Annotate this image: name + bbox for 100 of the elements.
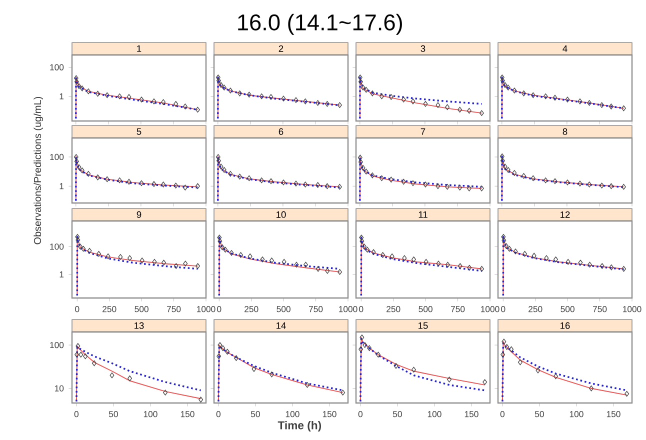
chart-title: 10 bbox=[276, 211, 286, 218]
point bbox=[466, 108, 472, 114]
x-tick-label: 750 bbox=[451, 306, 465, 312]
point bbox=[152, 98, 156, 104]
point bbox=[218, 342, 222, 348]
point bbox=[195, 183, 200, 190]
point bbox=[436, 102, 440, 108]
point bbox=[260, 256, 265, 262]
y-axis-title: Observations/Predictions (ug/mL) bbox=[34, 96, 44, 244]
point bbox=[218, 238, 222, 244]
point bbox=[518, 359, 522, 366]
point bbox=[340, 390, 346, 396]
point bbox=[380, 252, 386, 258]
point bbox=[163, 390, 168, 396]
point bbox=[118, 254, 123, 260]
point bbox=[234, 355, 238, 361]
x-tick-label: 150 bbox=[464, 411, 478, 418]
point bbox=[96, 251, 102, 257]
point bbox=[76, 343, 80, 349]
point bbox=[358, 74, 362, 80]
point bbox=[86, 88, 91, 94]
point bbox=[376, 352, 380, 358]
x-tick-label: 100 bbox=[570, 411, 584, 418]
point bbox=[183, 260, 188, 266]
point bbox=[358, 78, 363, 85]
point bbox=[458, 184, 462, 190]
point bbox=[161, 99, 166, 105]
point bbox=[388, 94, 394, 100]
point bbox=[530, 92, 536, 98]
point bbox=[436, 260, 441, 266]
point bbox=[624, 390, 630, 397]
point bbox=[543, 177, 548, 184]
point bbox=[552, 94, 558, 101]
point bbox=[76, 164, 82, 170]
x-tick-label: 100 bbox=[144, 411, 158, 418]
point bbox=[388, 176, 394, 182]
point bbox=[174, 101, 178, 107]
x-tick-label: 1000 bbox=[623, 306, 642, 312]
point bbox=[479, 110, 484, 116]
point bbox=[500, 352, 506, 358]
point bbox=[182, 184, 188, 190]
chart-title: 8 bbox=[562, 128, 568, 135]
point bbox=[337, 102, 342, 108]
point bbox=[509, 346, 514, 352]
point bbox=[140, 258, 144, 264]
x-tick-label: 150 bbox=[606, 411, 620, 418]
point bbox=[316, 182, 320, 188]
point bbox=[553, 256, 558, 262]
x-axis-title: Time (h) bbox=[278, 420, 322, 432]
point bbox=[482, 379, 488, 385]
point bbox=[587, 100, 592, 106]
x-tick-label: 150 bbox=[180, 411, 194, 418]
x-tick-label: 0 bbox=[358, 411, 363, 418]
point bbox=[174, 263, 178, 269]
point bbox=[78, 352, 84, 358]
x-tick-label: 0 bbox=[217, 306, 222, 312]
point bbox=[75, 234, 80, 240]
chart-title: 2 bbox=[278, 45, 284, 52]
point bbox=[117, 177, 122, 184]
x-tick-label: 0 bbox=[216, 411, 221, 418]
y-tick-label: 100 bbox=[50, 154, 64, 160]
point bbox=[196, 263, 200, 269]
point bbox=[324, 183, 330, 190]
point bbox=[182, 104, 188, 110]
point bbox=[305, 382, 310, 388]
point bbox=[445, 184, 450, 190]
x-tick-label: 50 bbox=[108, 411, 118, 418]
point bbox=[220, 345, 226, 351]
point bbox=[360, 84, 366, 90]
point bbox=[390, 253, 394, 260]
point bbox=[303, 98, 308, 104]
x-tick-label: 50 bbox=[535, 411, 544, 418]
point bbox=[80, 168, 84, 174]
x-tick-label: 250 bbox=[528, 306, 542, 312]
x-tick-label: 500 bbox=[134, 306, 148, 312]
point bbox=[238, 252, 244, 258]
point bbox=[223, 246, 228, 253]
point bbox=[359, 234, 364, 240]
point bbox=[83, 353, 88, 360]
point bbox=[467, 264, 472, 271]
point bbox=[513, 248, 518, 254]
point bbox=[362, 244, 366, 250]
y-tick-label: 100 bbox=[50, 342, 64, 348]
point bbox=[126, 178, 132, 185]
y-tick-label: 100 bbox=[50, 64, 64, 70]
x-tick-label: 100 bbox=[286, 411, 300, 418]
point bbox=[316, 100, 320, 106]
point bbox=[152, 258, 157, 265]
point bbox=[371, 249, 376, 256]
y-tick-label: 100 bbox=[50, 244, 64, 250]
point bbox=[500, 158, 505, 164]
x-tick-label: 500 bbox=[418, 306, 432, 312]
point bbox=[370, 172, 375, 178]
x-tick-label: 0 bbox=[75, 306, 80, 312]
x-tick-label: 250 bbox=[386, 306, 400, 312]
point bbox=[512, 88, 517, 94]
point bbox=[479, 186, 484, 192]
point bbox=[362, 342, 368, 348]
y-tick-label: 10 bbox=[54, 385, 64, 392]
chart-title: 15 bbox=[418, 322, 428, 329]
